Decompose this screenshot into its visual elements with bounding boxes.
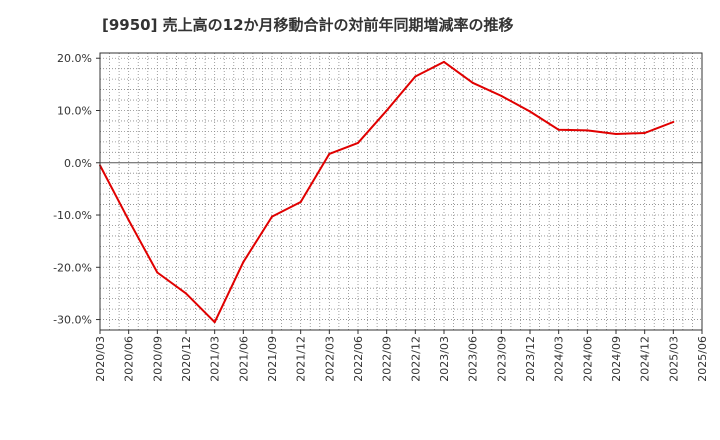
x-tick-label: 2023/06 — [467, 336, 480, 382]
y-tick-label: -10.0% — [53, 209, 92, 222]
grid-lines — [100, 53, 702, 330]
data-point — [443, 60, 445, 63]
x-tick-label: 2020/03 — [94, 336, 107, 382]
x-tick-label: 2024/06 — [581, 336, 594, 382]
data-point — [672, 120, 675, 123]
data-point — [615, 133, 617, 136]
data-point — [500, 94, 503, 97]
data-point — [471, 81, 474, 84]
x-tick-label: 2022/03 — [323, 336, 336, 382]
y-tick-label: -30.0% — [53, 314, 92, 327]
data-point — [529, 110, 531, 113]
x-tick-label: 2024/03 — [553, 336, 566, 382]
data-point — [271, 215, 273, 218]
x-tick-label: 2023/09 — [495, 336, 508, 382]
data-point — [185, 292, 187, 295]
y-tick-label: -20.0% — [53, 261, 92, 274]
x-tick-label: 2025/06 — [696, 336, 709, 382]
y-tick-label: 0.0% — [64, 157, 92, 170]
data-point — [557, 128, 560, 131]
data-point — [299, 200, 302, 203]
x-axis-ticks: 2020/03 2020/06 2020/09 2020/12 2021/03 2021/… — [94, 330, 709, 382]
plot-background — [100, 53, 702, 330]
x-tick-label: 2020/09 — [151, 336, 164, 382]
x-tick-label: 2021/03 — [209, 336, 222, 382]
data-point — [328, 152, 331, 155]
chart-title: [9950] 売上高の12か月移動合計の対前年同期増減率の推移 — [102, 16, 514, 34]
y-tick-label: 10.0% — [57, 104, 92, 117]
x-tick-label: 2022/06 — [352, 336, 365, 382]
y-tick-label: 20.0% — [57, 52, 92, 65]
x-tick-label: 2021/09 — [266, 336, 279, 382]
x-tick-label: 2025/03 — [667, 336, 680, 382]
data-point — [213, 321, 216, 324]
data-point — [385, 109, 388, 112]
x-tick-label: 2024/09 — [610, 336, 623, 382]
data-point — [643, 131, 646, 134]
data-point — [414, 75, 417, 78]
data-point — [156, 271, 159, 274]
data-point — [127, 219, 130, 222]
data-point — [242, 261, 245, 264]
x-tick-label: 2021/06 — [237, 336, 250, 382]
plot-frame — [99, 52, 703, 331]
data-point — [357, 141, 359, 144]
x-tick-label: 2020/12 — [180, 336, 193, 382]
x-tick-label: 2022/09 — [381, 336, 394, 382]
y-axis-ticks: 20.0% 10.0% 0.0% -10.0% -20.0% -30.0% — [53, 52, 100, 327]
x-tick-label: 2020/06 — [123, 336, 136, 382]
x-tick-label: 2024/12 — [639, 336, 652, 382]
x-tick-label: 2021/12 — [295, 336, 308, 382]
data-point — [586, 129, 589, 132]
x-tick-label: 2023/12 — [524, 336, 537, 382]
x-tick-label: 2022/12 — [409, 336, 422, 382]
x-tick-label: 2023/03 — [438, 336, 451, 382]
